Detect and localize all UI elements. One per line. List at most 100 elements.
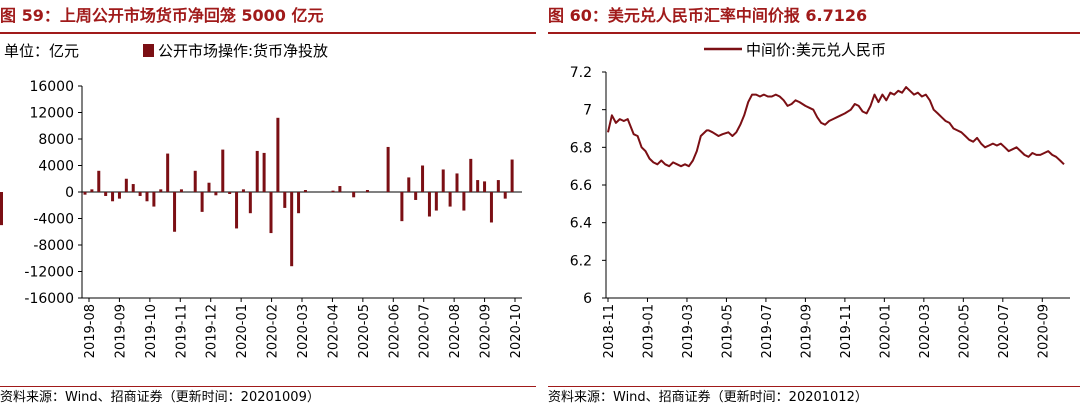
- left-bar: [193, 170, 197, 192]
- left-bar: [97, 170, 101, 192]
- left-bar: [255, 150, 259, 192]
- right-y-tick-label: 6.6: [570, 178, 592, 194]
- left-bar: [365, 190, 369, 192]
- right-figure-title: 图 60：美元兑人民币汇率中间价报 6.7126: [548, 6, 868, 25]
- left-x-tick-label: 2020-03: [296, 304, 311, 358]
- left-bar: [179, 189, 183, 192]
- left-bar: [510, 159, 514, 192]
- left-bar: [427, 192, 431, 217]
- left-bar: [476, 180, 480, 192]
- right-x-tick-label: 2020-05: [957, 304, 972, 358]
- left-y-tick-label: -8000: [33, 238, 74, 254]
- right-panel: 图 60：美元兑人民币汇率中间价报 6.7126 中间价:美元兑人民币 7.2 7 6…: [548, 0, 1080, 408]
- left-x-tick-label: 2020-01: [235, 304, 250, 358]
- left-bar: [83, 192, 87, 195]
- left-bar: [166, 153, 170, 192]
- left-bar: [303, 190, 307, 192]
- right-x-tick-label: 2019-11: [839, 304, 854, 358]
- left-x-tick-label: 2019-09: [113, 304, 128, 358]
- left-bar: [352, 192, 356, 198]
- right-x-tick-label: 2019-09: [799, 304, 814, 358]
- right-line-chart: 中间价:美元兑人民币 7.2 7 6.8 6.6 6.4 6.2 6 2018-11 2019-0…: [570, 41, 1070, 358]
- left-x-tick-label: 2019-08: [83, 304, 98, 358]
- left-bar: [448, 192, 452, 207]
- left-y-tick-label: -12000: [24, 265, 74, 281]
- left-x-tick-label: 2020-09: [479, 304, 494, 358]
- left-bar: [200, 192, 204, 212]
- left-panel: 图 59：上周公开市场货币净回笼 5000 亿元 单位：亿元 公开市场操作:货币净…: [0, 0, 536, 408]
- left-bar: [90, 189, 94, 192]
- left-bar: [0, 192, 3, 226]
- left-y-tick-label: -16000: [24, 291, 74, 307]
- left-bar: [503, 192, 507, 199]
- left-bar: [462, 192, 466, 211]
- left-source-note: 资料来源：Wind、招商证券（更新时间：20201009）: [0, 390, 320, 405]
- right-y-tick-label: 6.8: [570, 140, 592, 156]
- left-y-tick-label: 0: [65, 185, 74, 201]
- left-bar: [297, 192, 301, 214]
- left-title-rule: [0, 32, 536, 34]
- left-bar: [421, 165, 425, 192]
- left-bar: [241, 189, 245, 192]
- left-x-tick-label: 2019-12: [205, 304, 220, 358]
- left-unit-label: 单位：亿元: [4, 42, 79, 60]
- right-x-tick-label: 2019-07: [760, 304, 775, 358]
- left-bar: [276, 117, 280, 192]
- right-y-tick-label: 6: [583, 291, 592, 307]
- left-bar: [434, 192, 438, 211]
- left-bar: [407, 177, 411, 192]
- left-y-tick-label: 8000: [38, 132, 74, 148]
- right-y-tick-label: 6.4: [570, 216, 592, 232]
- left-x-tick-label: 2020-04: [326, 304, 341, 358]
- left-bar: [489, 192, 493, 223]
- left-bar: [400, 192, 404, 222]
- left-bar: [469, 158, 473, 192]
- left-y-tick-label: -4000: [33, 212, 74, 228]
- right-x-tick-label: 2018-11: [602, 304, 617, 358]
- left-bar: [262, 152, 266, 192]
- right-x-tick-label: 2019-05: [720, 304, 735, 358]
- left-bar: [496, 180, 500, 192]
- left-bar: [283, 192, 287, 208]
- left-bar: [414, 192, 418, 200]
- left-bar: [386, 146, 390, 192]
- left-bar: [145, 192, 149, 202]
- left-bar: [235, 192, 239, 229]
- left-bar: [124, 178, 128, 192]
- left-bar: [221, 149, 225, 192]
- left-bar: [117, 192, 121, 199]
- left-source-rule: [0, 386, 536, 387]
- left-y-tick-label: 16000: [29, 79, 74, 95]
- left-bar: [331, 190, 335, 192]
- left-bar: [214, 192, 218, 196]
- left-x-tick-label: 2020-06: [387, 304, 402, 358]
- left-x-tick-label: 2020-05: [357, 304, 372, 358]
- left-bar: [152, 192, 156, 207]
- left-bar: [207, 182, 211, 192]
- left-x-tick-label: 2019-10: [144, 304, 159, 358]
- left-x-tick-label: 2020-08: [448, 304, 463, 358]
- left-bar: [131, 184, 135, 192]
- left-bar: [338, 186, 342, 192]
- left-bar: [269, 192, 273, 234]
- right-x-tick-label: 2020-03: [918, 304, 933, 358]
- left-bar: [111, 192, 115, 202]
- right-source-note: 资料来源：Wind、招商证券（更新时间：20201012）: [548, 390, 868, 405]
- left-x-tick-label: 2019-11: [174, 304, 189, 358]
- left-bar: [159, 189, 163, 192]
- left-y-tick-label: 12000: [29, 106, 74, 122]
- right-x-tick-label: 2019-03: [681, 304, 696, 358]
- left-x-tick-label: 2020-07: [418, 304, 433, 358]
- right-x-tick-label: 2020-01: [878, 304, 893, 358]
- left-bar: [104, 192, 108, 196]
- left-legend-swatch: [143, 44, 154, 57]
- right-source-rule: [548, 386, 1080, 387]
- left-bar: [290, 192, 294, 267]
- left-bar: [228, 192, 232, 194]
- right-legend-label: 中间价:美元兑人民币: [746, 41, 886, 59]
- right-x-tick-label: 2019-01: [641, 304, 656, 358]
- left-bar: [248, 192, 252, 214]
- left-x-tick-label: 2020-10: [509, 304, 524, 358]
- left-bar: [173, 192, 177, 232]
- left-bar: [441, 169, 445, 192]
